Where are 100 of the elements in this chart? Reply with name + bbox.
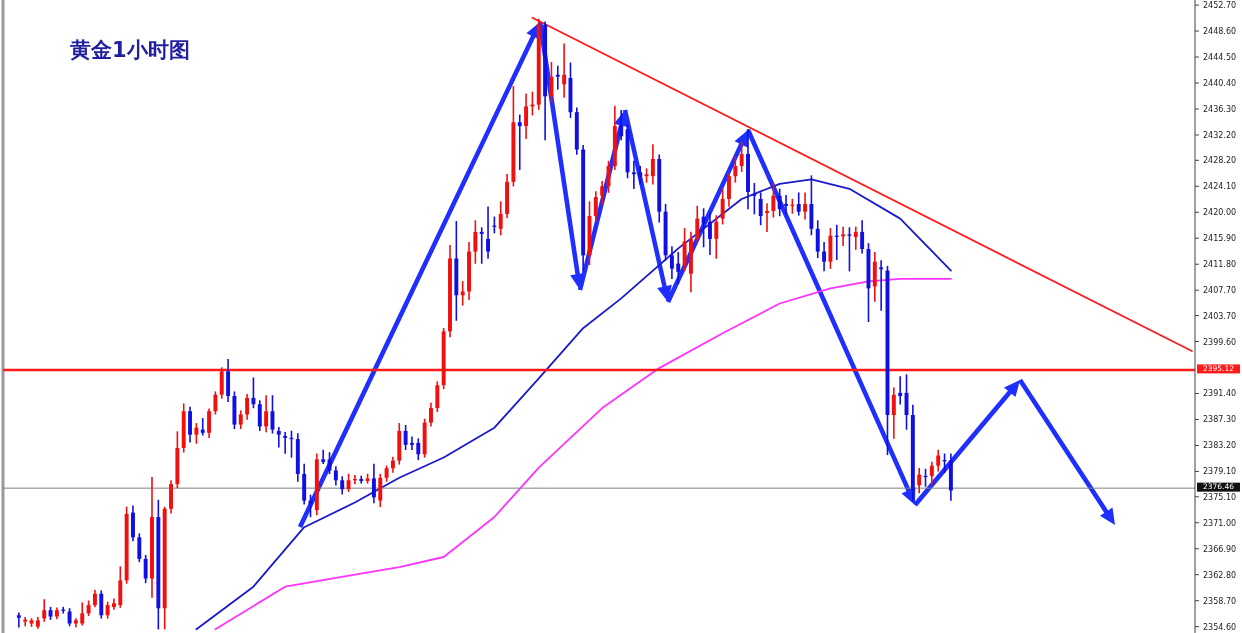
candlestick <box>16 612 21 628</box>
candlestick <box>777 188 782 217</box>
candlestick <box>200 418 205 436</box>
candlestick <box>701 208 706 248</box>
candlestick <box>321 449 326 464</box>
candlestick <box>479 227 484 264</box>
y-tick-label: 2399.60 <box>1203 337 1237 347</box>
candlestick <box>137 533 142 563</box>
candlestick <box>695 205 700 244</box>
y-tick-label: 2375.10 <box>1203 492 1237 502</box>
candlestick <box>219 367 224 399</box>
candlestick <box>917 468 922 494</box>
candlestick <box>847 227 852 272</box>
candlestick <box>739 141 744 172</box>
candlestick <box>486 206 491 259</box>
candlestick <box>371 463 376 504</box>
candlestick <box>555 65 560 90</box>
candlestick <box>498 201 503 236</box>
candlestick <box>378 473 383 508</box>
candlestick <box>650 144 655 185</box>
candlestick <box>796 192 801 216</box>
candlestick <box>860 220 865 254</box>
candlestick <box>23 616 28 627</box>
candlestick <box>207 408 212 439</box>
y-tick-label: 2424.10 <box>1203 182 1237 192</box>
candlestick <box>416 438 421 461</box>
candlestick <box>676 252 681 285</box>
candlestick <box>879 260 884 311</box>
candlestick <box>460 281 465 306</box>
candlestick <box>720 188 725 225</box>
candlestick <box>593 191 598 222</box>
candlestick <box>803 192 808 220</box>
candlestick <box>188 406 193 443</box>
candlestick <box>524 93 529 139</box>
y-tick-label: 2444.50 <box>1203 53 1237 63</box>
candlestick <box>771 182 776 218</box>
candlestick <box>765 203 769 233</box>
candlestick <box>517 114 522 170</box>
candlestick <box>73 618 78 628</box>
candlestick <box>143 554 148 584</box>
candlestick <box>562 43 567 98</box>
y-tick-label: 2452.70 <box>1203 1 1237 11</box>
candlestick <box>898 376 903 405</box>
y-tick-label: 2436.30 <box>1203 104 1237 114</box>
candlestick <box>733 156 738 183</box>
candlestick <box>758 192 763 226</box>
candlestick <box>815 220 820 259</box>
y-tick-label: 2411.80 <box>1203 260 1237 270</box>
y-tick-label: 2420.00 <box>1203 208 1237 218</box>
candlestick <box>245 393 250 420</box>
candlestick <box>619 110 624 141</box>
y-tick-label: 2391.40 <box>1203 389 1237 399</box>
candlestick <box>841 226 846 247</box>
candlestick <box>429 402 433 427</box>
candlestick <box>714 215 719 259</box>
candlestick <box>80 602 85 626</box>
candlestick <box>853 226 858 250</box>
y-tick-label: 2366.90 <box>1203 544 1237 554</box>
candlestick <box>727 173 731 207</box>
y-tick-label: 2358.70 <box>1203 596 1237 606</box>
y-tick-label: 2407.70 <box>1203 286 1237 296</box>
candlestick <box>257 400 262 432</box>
y-tick-label: 2432.20 <box>1203 130 1237 140</box>
candlestick <box>111 598 116 610</box>
candlestick <box>99 590 104 619</box>
candlestick <box>251 377 256 409</box>
candlestick <box>213 391 218 415</box>
y-tick-label: 2440.40 <box>1203 79 1237 89</box>
y-tick-label: 2428.20 <box>1203 156 1237 166</box>
candlestick <box>822 241 827 272</box>
y-tick-label: 2387.30 <box>1203 415 1237 425</box>
candlestick <box>600 181 605 205</box>
candlestick <box>752 182 757 215</box>
y-tick-label: 2371.00 <box>1203 518 1237 528</box>
y-tick-label: 2448.60 <box>1203 27 1237 37</box>
candlestick <box>631 160 636 189</box>
y-tick-label: 2362.80 <box>1203 570 1237 580</box>
candlestick <box>936 449 941 472</box>
y-tick-label: 2403.70 <box>1203 311 1237 321</box>
candlestick <box>638 165 643 185</box>
candlestick <box>707 212 712 255</box>
candlestick <box>409 436 414 451</box>
candlestick <box>435 381 440 413</box>
candlestick <box>276 426 281 448</box>
y-tick-label: 2354.60 <box>1203 622 1237 632</box>
candlestick <box>929 461 934 486</box>
y-tick-label: 2379.10 <box>1203 467 1237 477</box>
candlestick <box>669 246 674 279</box>
candlestick <box>283 431 288 454</box>
candlestick <box>473 220 478 264</box>
candlestick <box>359 475 364 484</box>
text: 黄金1小时图 <box>69 38 190 62</box>
candlestick <box>264 395 269 433</box>
candlestick <box>403 425 408 451</box>
line-series <box>195 178 952 631</box>
candlestick <box>891 387 896 439</box>
candlestick <box>549 61 554 103</box>
candlestick <box>42 599 47 622</box>
y-tick-label: 2415.90 <box>1203 234 1237 244</box>
candlestick <box>194 423 199 444</box>
